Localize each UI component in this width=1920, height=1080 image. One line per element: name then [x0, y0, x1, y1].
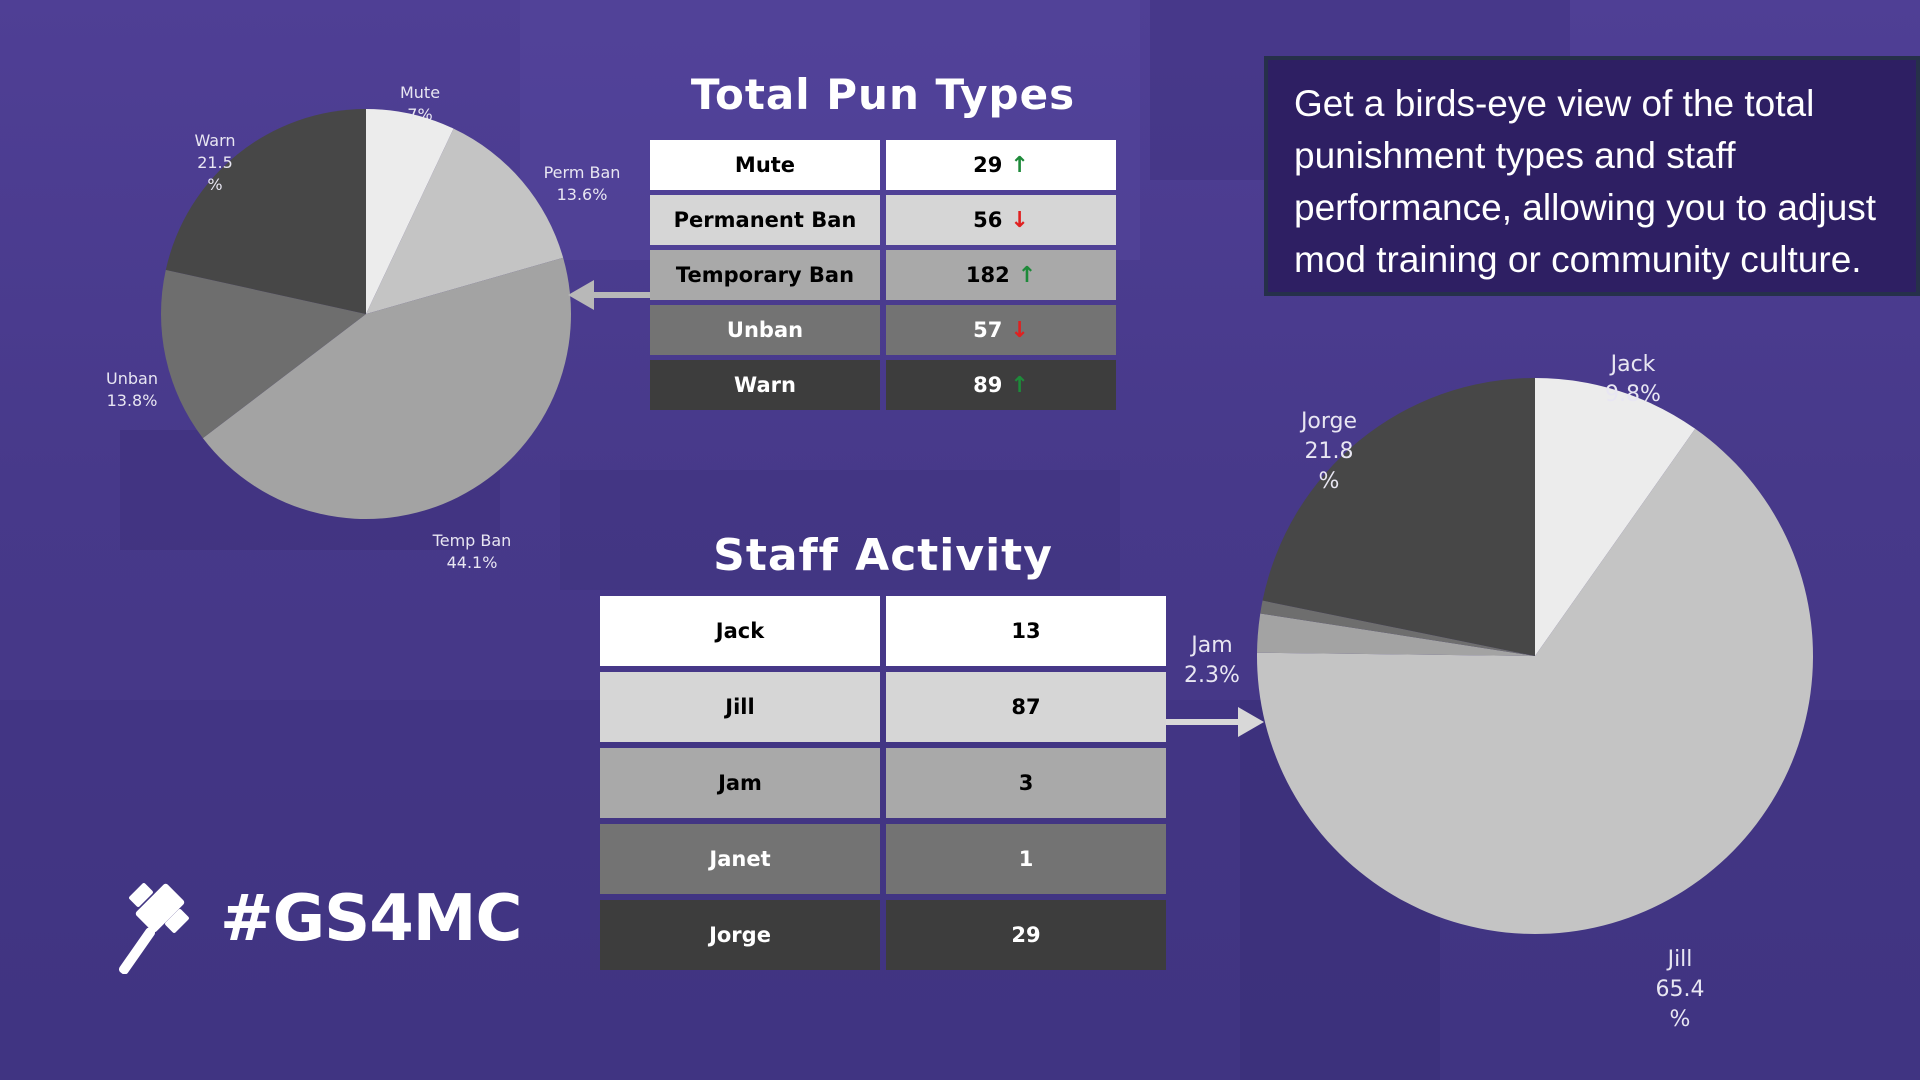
brand-hashtag: #GS4MC [220, 882, 522, 956]
pun-types-row-value: 57 ↓ [886, 305, 1116, 355]
pun-types-row-value: 29 ↑ [886, 140, 1116, 190]
pun-pie-slice-mute [366, 109, 454, 314]
staff-row-label: Janet [600, 824, 880, 894]
pun-types-table: Mute 29 ↑ Permanent Ban 56 ↓ Temporary Ban 182 ↑… [650, 140, 1116, 412]
pun-types-title: Total Pun Types [690, 70, 1076, 119]
staff-row-label: Jam [600, 748, 880, 818]
arrow-down-icon: ↓ [1010, 207, 1029, 233]
gavel-icon [118, 883, 189, 974]
pun-types-row-label: Permanent Ban [650, 195, 880, 245]
pun-pie-slice-unban [160, 269, 366, 439]
arrow-up-icon: ↑ [1010, 372, 1029, 398]
staff-row-label: Jack [600, 596, 880, 666]
staff-row-label: Jorge [600, 900, 880, 970]
staff-row-label: Jill [600, 672, 880, 742]
pun-types-row-value: 56 ↓ [886, 195, 1116, 245]
pun-pie-slice-perm-ban [366, 128, 564, 314]
staff-row-value: 13 [886, 596, 1166, 666]
info-box: Get a birds-eye view of the total punish… [1264, 56, 1920, 296]
pie2-label-jack: Jack 9.8% [1605, 352, 1661, 407]
arrow-up-icon: ↑ [1017, 262, 1037, 288]
staff-pie-slice-jorge [1262, 378, 1535, 656]
pie1-label-perm-ban: Perm Ban 13.6% [543, 163, 621, 204]
pun-types-row-label: Warn [650, 360, 880, 410]
pun-types-row-label: Mute [650, 140, 880, 190]
pie2-label-jill: Jill 65.4 % [1655, 947, 1705, 1032]
info-text: Get a birds-eye view of the total punish… [1294, 83, 1877, 280]
staff-pie-slice-jack [1535, 378, 1696, 656]
staff-activity-title: Staff Activity [713, 530, 1053, 581]
arrow-down-icon: ↓ [1010, 317, 1029, 343]
staff-row-value: 3 [886, 748, 1166, 818]
staff-pie-slice-janet [1260, 600, 1535, 656]
staff-pie-slice-jill [1257, 428, 1813, 935]
pun-types-row-label: Unban [650, 305, 880, 355]
staff-row-value: 29 [886, 900, 1166, 970]
arrow-up-icon: ↑ [1010, 152, 1029, 178]
pun-types-row-value: 182 ↑ [886, 250, 1116, 300]
staff-row-value: 87 [886, 672, 1166, 742]
staff-activity-table: Jack 13 Jill 87 Jam 3 Janet 1 Jorge 29 [600, 596, 1166, 972]
pie1-label-unban: Unban 13.8% [106, 369, 158, 410]
staff-pie-slice-jam [1257, 613, 1535, 656]
pun-types-row-value: 89 ↑ [886, 360, 1116, 410]
staff-row-value: 1 [886, 824, 1166, 894]
pie1-label-mute: Mute 7% [399, 83, 441, 124]
pun-pie-slice-warn [165, 109, 366, 314]
pun-pie-slice-temp-ban [202, 257, 571, 519]
pun-types-row-label: Temporary Ban [650, 250, 880, 300]
pie2-label-jorge: Jorge 21.8 % [1300, 409, 1358, 494]
pie1-label-temp-ban: Temp Ban 44.1% [432, 531, 512, 572]
pie1-label-warn: Warn 21.5 % [194, 131, 236, 194]
pie2-label-jam: Jam 2.3% [1184, 633, 1240, 688]
